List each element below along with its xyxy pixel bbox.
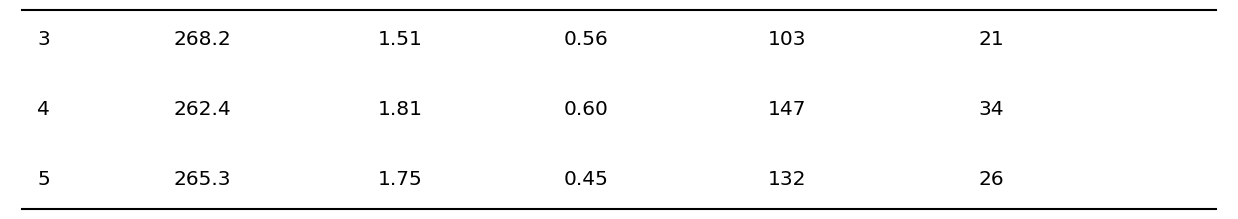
Text: 26: 26 xyxy=(978,170,1004,189)
Text: 5: 5 xyxy=(37,170,50,189)
Text: 21: 21 xyxy=(978,30,1004,49)
Text: 34: 34 xyxy=(978,100,1004,119)
Text: 103: 103 xyxy=(768,30,806,49)
Text: 262.4: 262.4 xyxy=(173,100,232,119)
Text: 147: 147 xyxy=(768,100,806,119)
Text: 1.75: 1.75 xyxy=(378,170,422,189)
Text: 1.81: 1.81 xyxy=(378,100,422,119)
Text: 1.51: 1.51 xyxy=(378,30,422,49)
Text: 3: 3 xyxy=(37,30,50,49)
Text: 132: 132 xyxy=(768,170,806,189)
Text: 0.56: 0.56 xyxy=(563,30,608,49)
Text: 268.2: 268.2 xyxy=(173,30,232,49)
Text: 4: 4 xyxy=(37,100,50,119)
Text: 265.3: 265.3 xyxy=(173,170,230,189)
Text: 0.60: 0.60 xyxy=(563,100,608,119)
Text: 0.45: 0.45 xyxy=(563,170,608,189)
